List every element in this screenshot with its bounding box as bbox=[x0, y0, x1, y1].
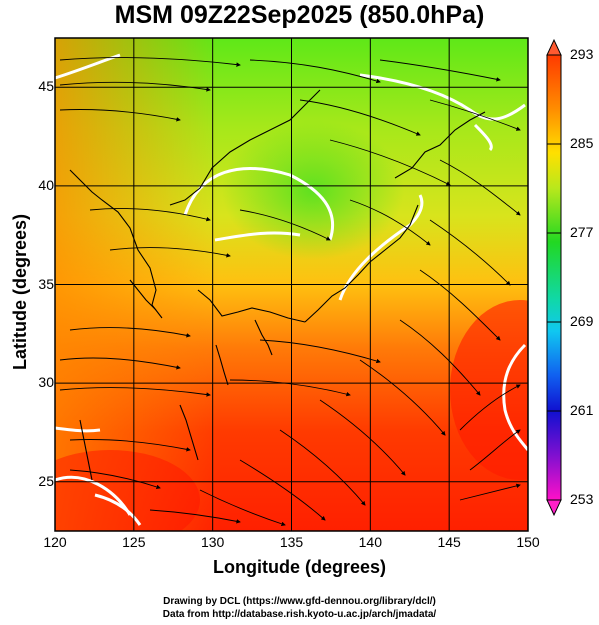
y-tick-label: 30 bbox=[38, 374, 54, 391]
wind-streamlines bbox=[59, 57, 521, 526]
x-tick-label: 130 bbox=[200, 534, 225, 550]
credit-data: Data from http://database.rish.kyoto-u.a… bbox=[162, 609, 437, 620]
x-tick-label: 145 bbox=[437, 534, 461, 550]
colorbar bbox=[546, 38, 562, 517]
x-tick-label: 150 bbox=[516, 534, 540, 550]
page-title: MSM 09Z22Sep2025 (850.0hPa) bbox=[114, 1, 485, 29]
colorbar-tick-label: 253 bbox=[570, 491, 594, 507]
plot-frame bbox=[54, 37, 529, 532]
credits: Drawing by DCL (https://www.gfd-dennou.o… bbox=[0, 595, 599, 621]
y-axis-label: Latitude (degrees) bbox=[10, 213, 30, 370]
lat-lon-grid bbox=[55, 38, 528, 531]
x-axis-label: Longitude (degrees) bbox=[212, 557, 386, 577]
x-tick-label: 135 bbox=[279, 534, 304, 550]
x-tick-label: 120 bbox=[43, 534, 67, 550]
colorbar-tick-label: 293 bbox=[570, 46, 594, 62]
y-tick-label: 40 bbox=[38, 176, 54, 193]
colorbar-tick-label: 277 bbox=[570, 224, 594, 240]
y-tick-label: 35 bbox=[38, 275, 54, 292]
y-tick-label: 25 bbox=[38, 472, 54, 489]
x-tick-label: 125 bbox=[122, 534, 146, 550]
temperature-field bbox=[55, 38, 528, 531]
y-tick-label: 45 bbox=[38, 78, 54, 95]
colorbar-tick-label: 261 bbox=[570, 402, 594, 418]
coastlines bbox=[69, 89, 486, 481]
credit-drawing: Drawing by DCL (https://www.gfd-dennou.o… bbox=[163, 596, 436, 607]
x-tick-label: 140 bbox=[358, 534, 382, 550]
colorbar-tick-label: 285 bbox=[570, 135, 594, 151]
colorbar-tick-label: 269 bbox=[570, 313, 594, 329]
